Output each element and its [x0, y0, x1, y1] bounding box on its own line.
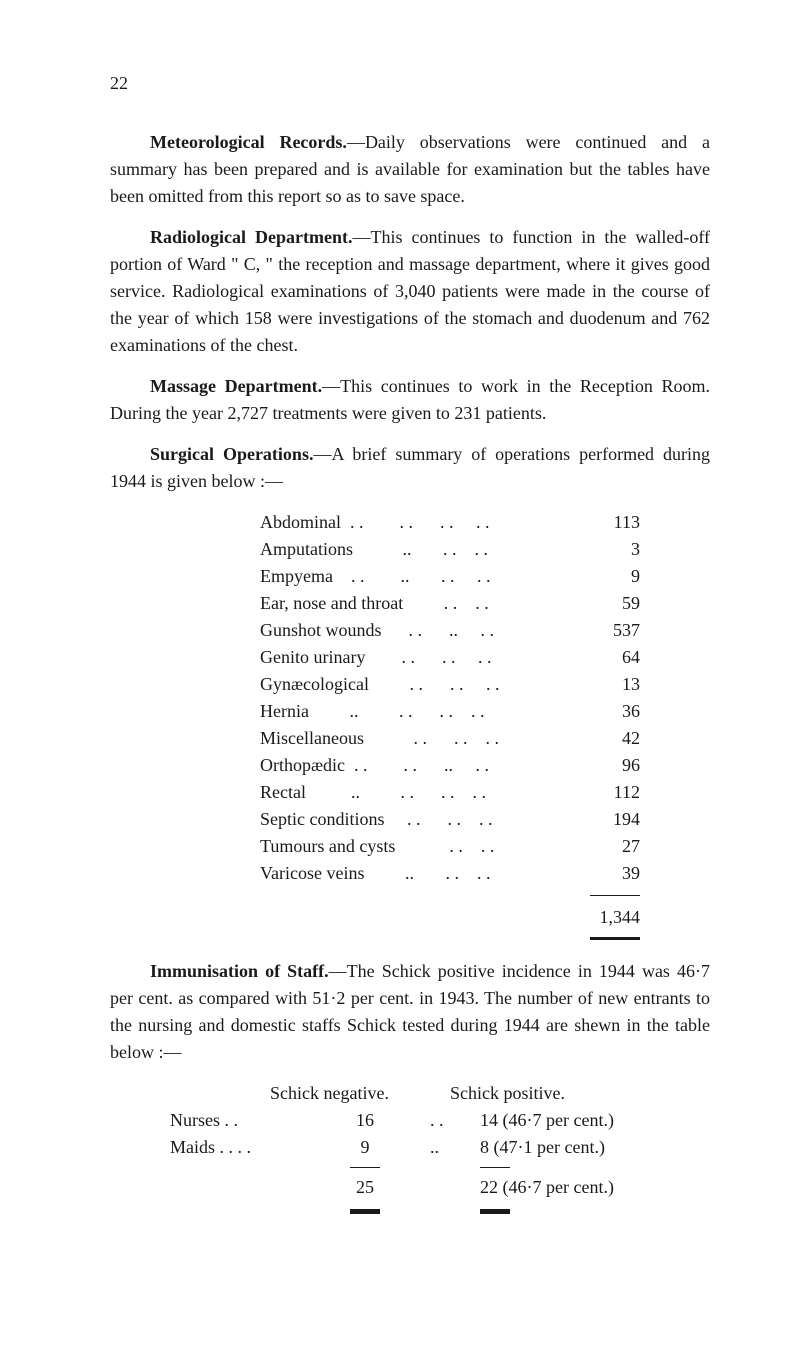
- operations-label: Gynæcological . . . . . .: [260, 671, 580, 698]
- operations-total: 1,344: [260, 904, 640, 931]
- operations-label: Abdominal . . . . . . . .: [260, 509, 580, 536]
- schick-total-neg: 25: [300, 1174, 430, 1201]
- massage-heading: Massage Department.: [150, 376, 322, 396]
- operations-row: Miscellaneous . . . . . .42: [260, 725, 640, 752]
- surgical-paragraph: Surgical Operations.—A brief summary of …: [110, 441, 710, 495]
- surgical-heading: Surgical Operations.: [150, 444, 313, 464]
- operations-value: 112: [580, 779, 640, 806]
- operations-value: 113: [580, 509, 640, 536]
- operations-label: Orthopædic . . . . .. . .: [260, 752, 580, 779]
- schick-total-pos: 22 (46·7 per cent.): [480, 1174, 700, 1201]
- schick-row: Maids . . . .9..8 (47·1 per cent.): [170, 1134, 710, 1161]
- operations-row: Gunshot wounds . . .. . .537: [260, 617, 640, 644]
- operations-value: 194: [580, 806, 640, 833]
- schick-totals-row: 25 22 (46·7 per cent.): [170, 1174, 710, 1201]
- schick-header-positive: Schick positive.: [450, 1080, 630, 1107]
- operations-label: Septic conditions . . . . . .: [260, 806, 580, 833]
- radiological-heading: Radiological Department.: [150, 227, 352, 247]
- immunisation-heading: Immunisation of Staff.: [150, 961, 329, 981]
- operations-row: Ear, nose and throat . . . .59: [260, 590, 640, 617]
- schick-pos-value: 8 (47·1 per cent.): [480, 1134, 700, 1161]
- operations-label: Hernia .. . . . . . .: [260, 698, 580, 725]
- operations-row: Orthopædic . . . . .. . .96: [260, 752, 640, 779]
- operations-label: Tumours and cysts . . . .: [260, 833, 580, 860]
- operations-total-rule: [590, 895, 640, 896]
- operations-value: 13: [580, 671, 640, 698]
- operations-label: Miscellaneous . . . . . .: [260, 725, 580, 752]
- operations-row: Tumours and cysts . . . .27: [260, 833, 640, 860]
- schick-dots: ..: [430, 1134, 480, 1161]
- meteorological-paragraph: Meteorological Records.—Daily observatio…: [110, 129, 710, 210]
- schick-pos-value: 14 (46·7 per cent.): [480, 1107, 700, 1134]
- operations-row: Amputations .. . . . .3: [260, 536, 640, 563]
- operations-label: Gunshot wounds . . .. . .: [260, 617, 580, 644]
- operations-label: Genito urinary . . . . . .: [260, 644, 580, 671]
- schick-row: Nurses . .16. .14 (46·7 per cent.): [170, 1107, 710, 1134]
- operations-value: 39: [580, 860, 640, 887]
- operations-row: Hernia .. . . . . . .36: [260, 698, 640, 725]
- meteorological-heading: Meteorological Records.: [150, 132, 347, 152]
- operations-value: 36: [580, 698, 640, 725]
- operations-value: 537: [580, 617, 640, 644]
- schick-header-row: Schick negative. Schick positive.: [170, 1080, 710, 1107]
- operations-value: 64: [580, 644, 640, 671]
- operations-value: 3: [580, 536, 640, 563]
- operations-value: 9: [580, 563, 640, 590]
- schick-neg-value: 9: [300, 1134, 430, 1161]
- operations-value: 96: [580, 752, 640, 779]
- schick-label: Nurses . .: [170, 1107, 300, 1134]
- operations-label: Empyema . . .. . . . .: [260, 563, 580, 590]
- operations-row: Varicose veins .. . . . .39: [260, 860, 640, 887]
- operations-row: Empyema . . .. . . . .9: [260, 563, 640, 590]
- operations-list: Abdominal . . . . . . . .113Amputations …: [260, 509, 710, 887]
- schick-rule-pos: [480, 1167, 510, 1168]
- operations-label: Varicose veins .. . . . .: [260, 860, 580, 887]
- operations-label: Amputations .. . . . .: [260, 536, 580, 563]
- schick-rule-neg: [350, 1167, 380, 1168]
- operations-value: 42: [580, 725, 640, 752]
- radiological-paragraph: Radiological Department.—This continues …: [110, 224, 710, 359]
- schick-dots: . .: [430, 1107, 480, 1134]
- operations-value: 27: [580, 833, 640, 860]
- operations-value: 59: [580, 590, 640, 617]
- immunisation-paragraph: Immunisation of Staff.—The Schick positi…: [110, 958, 710, 1066]
- operations-row: Genito urinary . . . . . .64: [260, 644, 640, 671]
- operations-label: Ear, nose and throat . . . .: [260, 590, 580, 617]
- operations-row: Gynæcological . . . . . .13: [260, 671, 640, 698]
- operations-row: Rectal .. . . . . . .112: [260, 779, 640, 806]
- schick-dash-neg: [350, 1209, 380, 1214]
- schick-rule-row: [170, 1161, 710, 1174]
- operations-double-rule: [590, 937, 640, 940]
- operations-row: Abdominal . . . . . . . .113: [260, 509, 640, 536]
- operations-row: Septic conditions . . . . . .194: [260, 806, 640, 833]
- page-number: 22: [110, 70, 710, 97]
- schick-label: Maids . . . .: [170, 1134, 300, 1161]
- schick-dash-row: [170, 1201, 710, 1214]
- schick-header-negative: Schick negative.: [270, 1080, 450, 1107]
- operations-label: Rectal .. . . . . . .: [260, 779, 580, 806]
- massage-paragraph: Massage Department.—This continues to wo…: [110, 373, 710, 427]
- schick-table: Schick negative. Schick positive. Nurses…: [170, 1080, 710, 1214]
- schick-neg-value: 16: [300, 1107, 430, 1134]
- schick-dash-pos: [480, 1209, 510, 1214]
